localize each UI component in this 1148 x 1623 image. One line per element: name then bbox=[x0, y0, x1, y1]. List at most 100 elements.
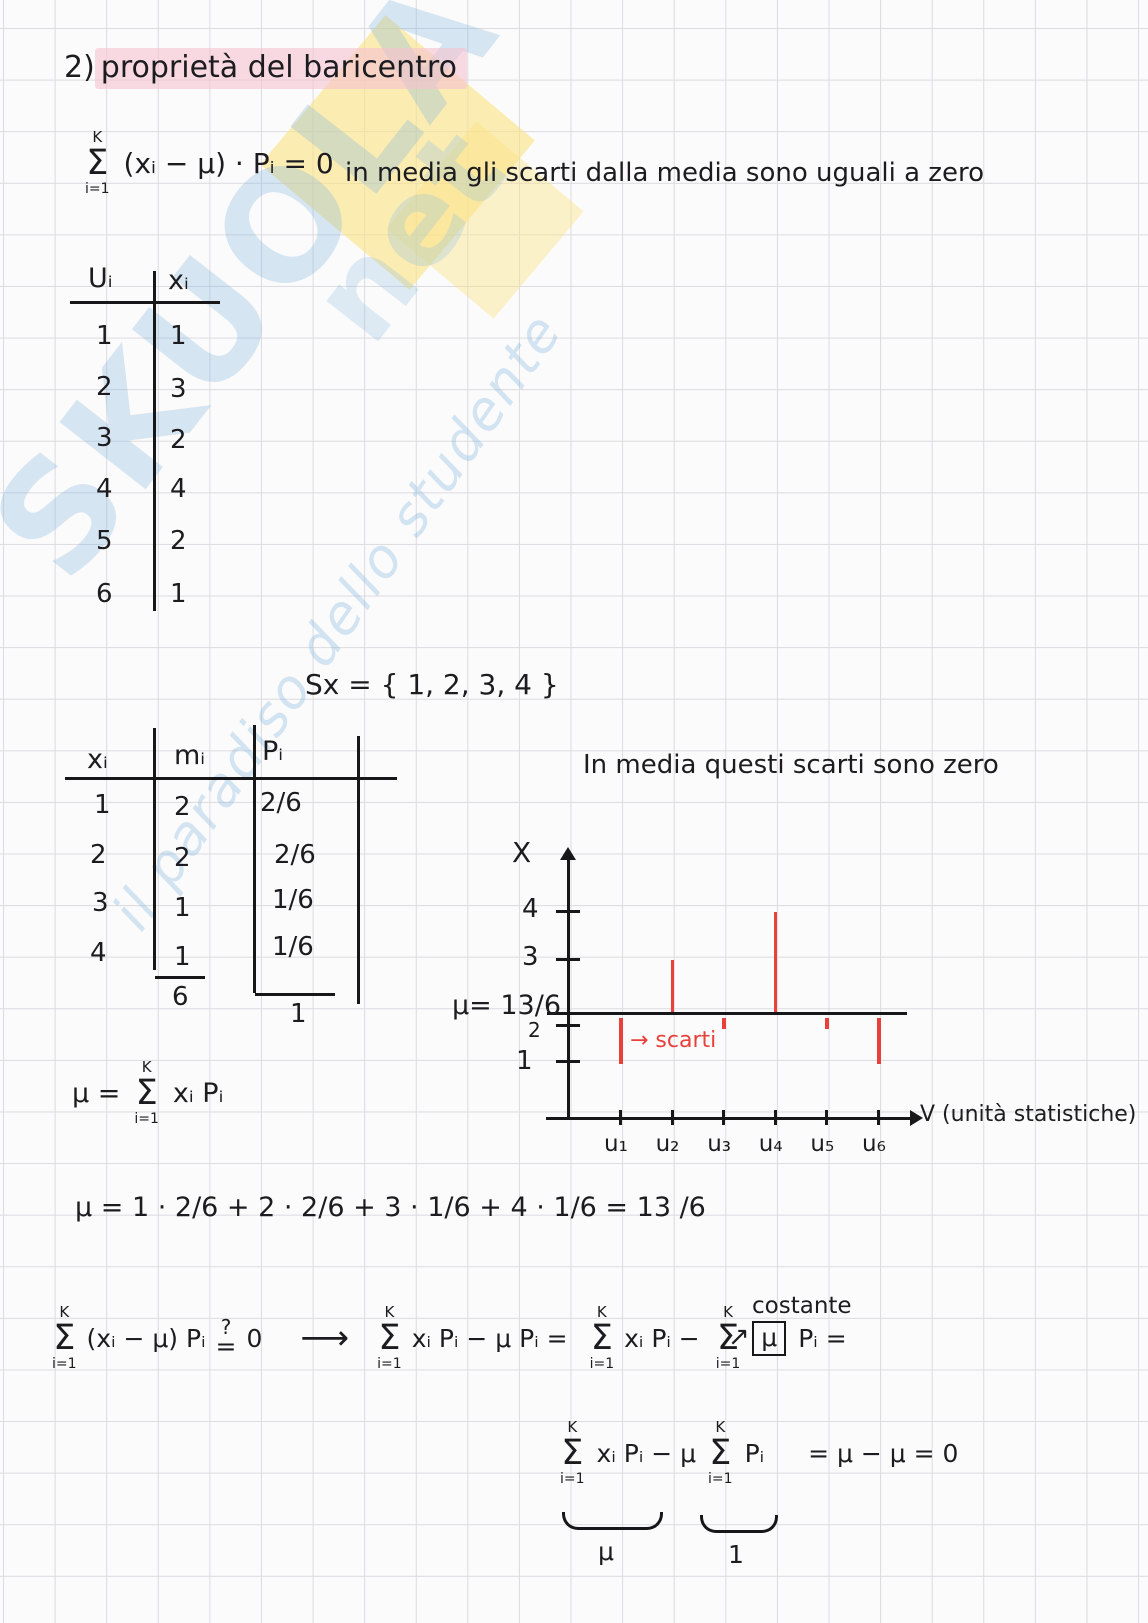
sum-lower-limit: i=1 bbox=[377, 1356, 402, 1372]
x-axis-tick-label: u₅ bbox=[810, 1131, 835, 1157]
table-header-rule bbox=[65, 777, 397, 780]
y-axis bbox=[567, 858, 570, 1120]
total-rule bbox=[255, 993, 335, 996]
underbrace-mu-label: μ bbox=[598, 1537, 614, 1566]
table-cell: 1 bbox=[174, 893, 191, 923]
formula-body: (xᵢ − μ) · Pᵢ = 0 bbox=[123, 146, 334, 180]
units-table: Uᵢ xᵢ 1 1 2 3 3 2 4 4 5 2 6 1 bbox=[70, 255, 250, 625]
x-axis-tick-label: u₃ bbox=[707, 1131, 731, 1157]
sum-upper-limit: K bbox=[384, 1303, 395, 1321]
sum-lower-limit: i=1 bbox=[52, 1356, 77, 1372]
step1-rhs: 0 bbox=[246, 1323, 263, 1353]
summation-symbol: K Σ i=1 bbox=[716, 1305, 741, 1372]
equals-sign: = bbox=[215, 1331, 237, 1361]
support-set-label: Sx = { 1, 2, 3, 4 } bbox=[305, 668, 559, 701]
table-cell: 2 bbox=[174, 843, 191, 873]
x-axis-tick bbox=[670, 1110, 674, 1125]
table-cell: 3 bbox=[92, 888, 109, 918]
table-cell: 6 bbox=[96, 579, 113, 609]
step3-body: xᵢ Pᵢ − bbox=[624, 1323, 700, 1353]
boxed-mu: μ bbox=[752, 1320, 787, 1356]
y-tick-label: 1 bbox=[516, 1046, 533, 1076]
table-divider bbox=[153, 728, 156, 970]
sigma-glyph: Σ bbox=[716, 1318, 740, 1358]
table-cell: 3 bbox=[170, 374, 187, 404]
column-header: Pᵢ bbox=[262, 736, 284, 767]
summation-symbol: K Σ i=1 bbox=[134, 1058, 159, 1127]
deviation-line bbox=[670, 960, 675, 1012]
sum-lower-limit: i=1 bbox=[85, 181, 110, 197]
x-axis-title: V (unità statistiche) bbox=[920, 1102, 1137, 1127]
column-header: Uᵢ bbox=[88, 263, 113, 294]
underbrace-one-label: 1 bbox=[728, 1540, 744, 1569]
scarti-annotation: → scarti bbox=[630, 1028, 717, 1053]
column-header: mᵢ bbox=[174, 740, 206, 771]
x-axis-tick-label: u₆ bbox=[862, 1131, 886, 1157]
deviation-line bbox=[825, 1018, 829, 1029]
table-cell: 1 bbox=[94, 790, 111, 820]
formula-barycenter: K Σ i=1 (xᵢ − μ) · Pᵢ = 0 bbox=[85, 128, 334, 197]
sigma-glyph: Σ bbox=[590, 1318, 613, 1358]
summation-symbol: K Σ i=1 bbox=[85, 128, 110, 197]
table-cell: 2/6 bbox=[274, 840, 316, 870]
x-axis-tick-label: u₄ bbox=[758, 1131, 783, 1157]
summation-symbol: K Σ i=1 bbox=[377, 1303, 402, 1372]
sum-upper-limit: K bbox=[141, 1058, 152, 1076]
table-cell: 2 bbox=[170, 425, 187, 455]
sum-upper-limit: K bbox=[92, 128, 103, 146]
mean-line bbox=[547, 1012, 907, 1015]
frequency-table: xᵢ mᵢ Pᵢ 1 2 2/6 2 2 2/6 3 1 1/6 4 1 1/6… bbox=[62, 720, 412, 1029]
column-header: xᵢ bbox=[168, 265, 189, 296]
implies-arrow: ⟶ bbox=[300, 1318, 350, 1358]
x-axis-arrow bbox=[910, 1110, 923, 1126]
x-axis-tick bbox=[619, 1110, 622, 1125]
formula-body: xᵢ Pᵢ bbox=[172, 1077, 224, 1109]
x-axis-tick bbox=[877, 1110, 880, 1125]
derivation-line-2: K Σ i=1 xᵢ Pᵢ − μ K Σ i=1 Pᵢ = μ − μ = 0 bbox=[560, 1420, 959, 1487]
final-mid: Pᵢ bbox=[744, 1438, 765, 1468]
sigma-glyph: Σ bbox=[53, 1318, 76, 1358]
x-axis-tick bbox=[773, 1110, 777, 1125]
table-cell: 2 bbox=[170, 526, 187, 556]
step2-body: xᵢ Pᵢ − μ Pᵢ = bbox=[411, 1323, 568, 1353]
sigma-glyph: Σ bbox=[135, 1073, 158, 1113]
table-divider bbox=[153, 271, 156, 611]
table-cell: 4 bbox=[90, 938, 107, 968]
table-cell: 2 bbox=[96, 372, 113, 402]
summation-symbol: K Σ i=1 bbox=[560, 1420, 585, 1487]
formula-note: in media gli scarti dalla media sono ugu… bbox=[345, 158, 984, 188]
total-rule bbox=[155, 976, 205, 979]
title-highlighted: proprietà del baricentro bbox=[94, 48, 467, 89]
x-axis-tick-label: u₁ bbox=[604, 1131, 628, 1157]
deviation-line bbox=[773, 912, 778, 1012]
constant-arrow: ↗ bbox=[728, 1322, 750, 1352]
sum-lower-limit: i=1 bbox=[708, 1471, 733, 1487]
step3-tail: Pᵢ = bbox=[798, 1323, 847, 1353]
deviation-line bbox=[619, 1018, 623, 1064]
y-axis-tick bbox=[556, 958, 580, 961]
table-cell: 3 bbox=[96, 423, 113, 453]
table-cell: 1 bbox=[96, 321, 113, 351]
x-axis-tick bbox=[825, 1110, 829, 1125]
table-cell: 2/6 bbox=[260, 788, 302, 818]
y-axis-tick bbox=[556, 910, 580, 913]
y-tick-label: 4 bbox=[522, 894, 539, 924]
summation-symbol: K Σ i=1 bbox=[52, 1305, 77, 1372]
total-pi: 1 bbox=[290, 999, 307, 1029]
table-cell: 2 bbox=[90, 840, 107, 870]
questioned-equals: ? = bbox=[215, 1317, 237, 1361]
deviation-line bbox=[722, 1018, 726, 1029]
sigma-glyph: Σ bbox=[378, 1318, 401, 1358]
mean-label: μ= 13/6 bbox=[452, 990, 562, 1021]
final-left: xᵢ Pᵢ − μ bbox=[596, 1438, 697, 1468]
y-axis-tick bbox=[556, 1060, 580, 1063]
table-cell: 5 bbox=[96, 526, 113, 556]
y-tick-label: 2 bbox=[528, 1018, 541, 1042]
sigma-glyph: Σ bbox=[86, 143, 109, 183]
summation-symbol: K Σ i=1 bbox=[590, 1305, 615, 1372]
y-axis-title: X bbox=[512, 836, 532, 869]
table-divider bbox=[253, 725, 256, 993]
table-cell: 1/6 bbox=[272, 885, 314, 915]
constant-annotation: costante bbox=[752, 1293, 852, 1319]
final-result: = μ − μ = 0 bbox=[808, 1438, 959, 1468]
